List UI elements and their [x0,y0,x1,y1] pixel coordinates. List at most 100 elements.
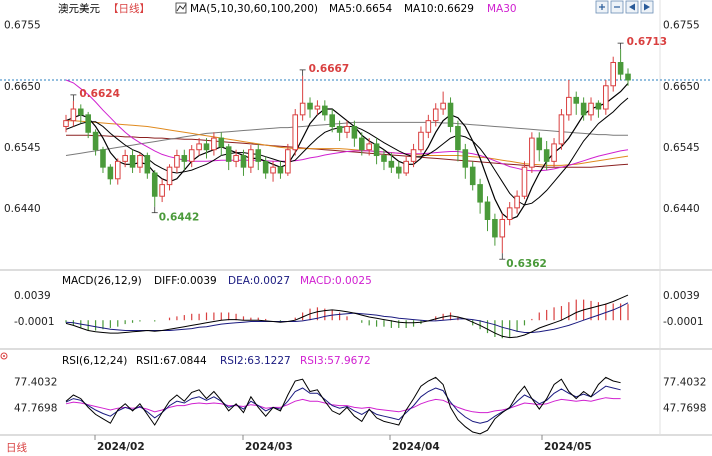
candle-body [610,62,617,87]
candle [447,97,454,133]
zoom-in-icon[interactable] [595,0,609,14]
candle-body [329,114,336,127]
candle-body [536,137,543,151]
candle [455,120,461,162]
candle-body [514,195,520,209]
annotation-label: 0.6624 [79,88,120,100]
date-tick-label: 2024/04 [392,441,440,453]
candle [144,152,151,179]
candle-body [521,166,528,197]
candle-body [344,125,350,133]
candle [270,161,276,182]
candle-body [307,102,313,110]
candle-body [573,96,580,104]
candle [403,155,409,176]
candle-body [100,149,106,168]
candle-body [617,62,624,75]
price-left-tick-label: 0.6650 [4,81,41,93]
candle [292,109,299,156]
indicator-switch-icon[interactable] [175,2,187,14]
candle [218,132,225,156]
candle [137,152,143,173]
candle [181,149,188,171]
rsi2-line [65,385,621,424]
candle-body [299,102,306,116]
candle [536,132,543,162]
candle-body [366,143,372,151]
toolbar [595,0,654,14]
candle [240,149,247,176]
candle-body [595,102,602,110]
ma5-value: MA5:0.6654 [329,3,393,15]
candle-body [447,102,454,127]
candle-body [166,166,173,186]
candle [122,149,128,168]
candle [529,132,535,173]
candle-body [558,114,565,145]
candle [373,138,380,165]
candle [492,213,498,246]
period-label[interactable]: 【日线】 [108,2,150,15]
candle-body [395,166,402,174]
candle [233,149,239,168]
candle [174,149,180,173]
candle [285,143,291,176]
footer-period-label[interactable]: 日线 [6,441,27,454]
price-annotations: 0.6624 0.6442 0.6667 0.6362 0.6713 [70,36,667,270]
candle [514,190,520,214]
annotation-label: 0.6442 [159,212,200,224]
candle [506,202,513,226]
candle-body [225,146,232,162]
candle-body [603,85,609,110]
price-right-tick-label: 0.6440 [663,203,700,215]
candle [595,100,602,118]
ma-params: MA(5,10,30,60,100,200) [190,3,318,15]
price-annotation-high: 0.6667 [299,63,349,76]
candle [277,161,284,179]
candle-body [174,155,180,168]
macd-left-tick-label: -0.0001 [14,316,55,328]
candle-body [314,105,321,110]
candle-body [129,155,136,168]
candle-body [77,108,84,116]
price-left-tick-label: 0.6440 [4,203,41,215]
candle [566,79,572,121]
settings-gear-icon[interactable] [0,352,8,360]
candle [262,156,269,179]
candle [225,143,232,171]
rsi-left-tick-label: 47.7698 [14,403,57,415]
macd-right-tick-label: 0.0039 [663,290,700,302]
ma10-value: MA10:0.6629 [404,3,474,15]
price-left-tick-label: 0.6755 [4,20,41,32]
candle-body [270,166,276,174]
price-annotation-high: 0.6713 [617,36,667,50]
date-tick-label: 2024/02 [97,441,145,453]
candle-body [188,149,195,162]
candle [484,196,491,232]
candle-body [92,131,99,151]
left-arrow-icon[interactable] [625,0,639,14]
macd-dif-line [65,294,629,339]
candle-body [381,155,387,162]
candle-body [292,114,299,151]
price-annotation-low: 0.6442 [151,206,200,224]
candle [603,79,609,115]
rsi-right-tick-label: 47.7698 [663,403,706,415]
candle [92,129,99,156]
price-right-tick-label: 0.6755 [663,20,700,32]
ma30-value: MA30 [487,3,517,15]
candle-body [255,149,262,162]
zoom-out-icon[interactable] [610,0,624,14]
right-arrow-icon[interactable] [640,0,654,14]
price-header: 澳元美元 【日线】 MA(5,10,30,60,100,200) MA5:0.6… [58,2,517,15]
date-tick-label: 2024/05 [544,441,592,453]
candle [521,161,528,200]
candle [462,143,469,179]
candle [543,141,550,171]
price-right-tick-label: 0.6545 [663,142,700,154]
symbol-name: 澳元美元 [58,2,100,15]
candle-body [248,149,254,168]
candle-body [211,137,217,151]
candle [322,100,328,121]
